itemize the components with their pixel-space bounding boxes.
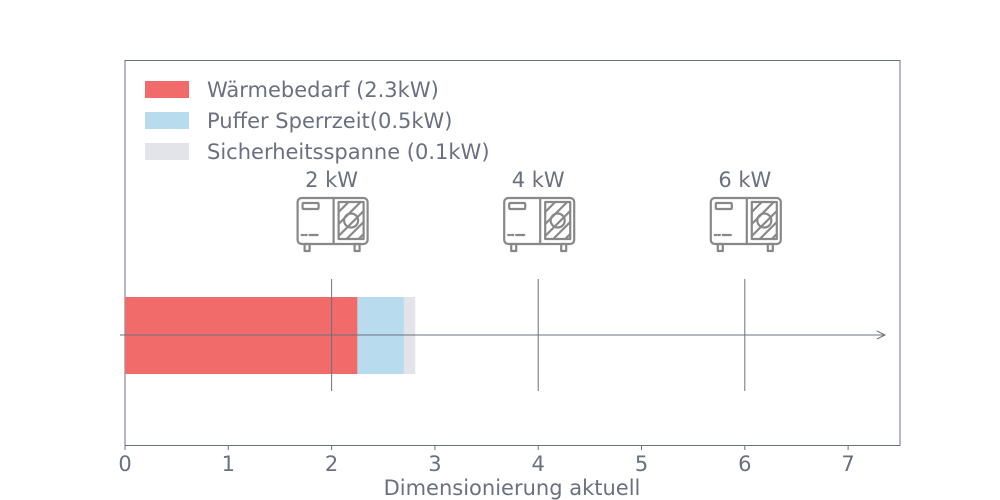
marker-label: 4 kW bbox=[512, 168, 565, 192]
x-tick-label: 6 bbox=[738, 452, 751, 476]
marker-label: 2 kW bbox=[305, 168, 358, 192]
legend-swatch bbox=[145, 143, 189, 160]
heat-pump-icon bbox=[296, 196, 369, 253]
plot-frame bbox=[124, 60, 901, 446]
x-tick-label: 0 bbox=[118, 452, 131, 476]
x-axis-label: Dimensionierung aktuell bbox=[383, 476, 641, 500]
x-tick-label: 5 bbox=[635, 452, 648, 476]
legend-item: Sicherheitsspanne (0.1kW) bbox=[145, 136, 490, 167]
x-tick-label: 7 bbox=[841, 452, 854, 476]
legend-swatch bbox=[145, 112, 189, 129]
x-tick-label: 3 bbox=[428, 452, 441, 476]
legend-label: Wärmebedarf (2.3kW) bbox=[207, 77, 439, 102]
legend-label: Puffer Sperrzeit(0.5kW) bbox=[207, 108, 453, 133]
marker-label: 6 kW bbox=[718, 168, 771, 192]
legend: Wärmebedarf (2.3kW) Puffer Sperrzeit(0.5… bbox=[145, 74, 490, 167]
legend-swatch bbox=[145, 81, 189, 98]
legend-label: Sicherheitsspanne (0.1kW) bbox=[207, 139, 490, 164]
heat-pump-icon bbox=[709, 196, 782, 253]
legend-item: Puffer Sperrzeit(0.5kW) bbox=[145, 105, 490, 136]
arrow-head bbox=[876, 330, 887, 340]
legend-item: Wärmebedarf (2.3kW) bbox=[145, 74, 490, 105]
x-tick-label: 4 bbox=[532, 452, 545, 476]
heat-pump-icon bbox=[503, 196, 576, 253]
x-tick-label: 1 bbox=[222, 452, 235, 476]
x-tick-label: 2 bbox=[325, 452, 338, 476]
